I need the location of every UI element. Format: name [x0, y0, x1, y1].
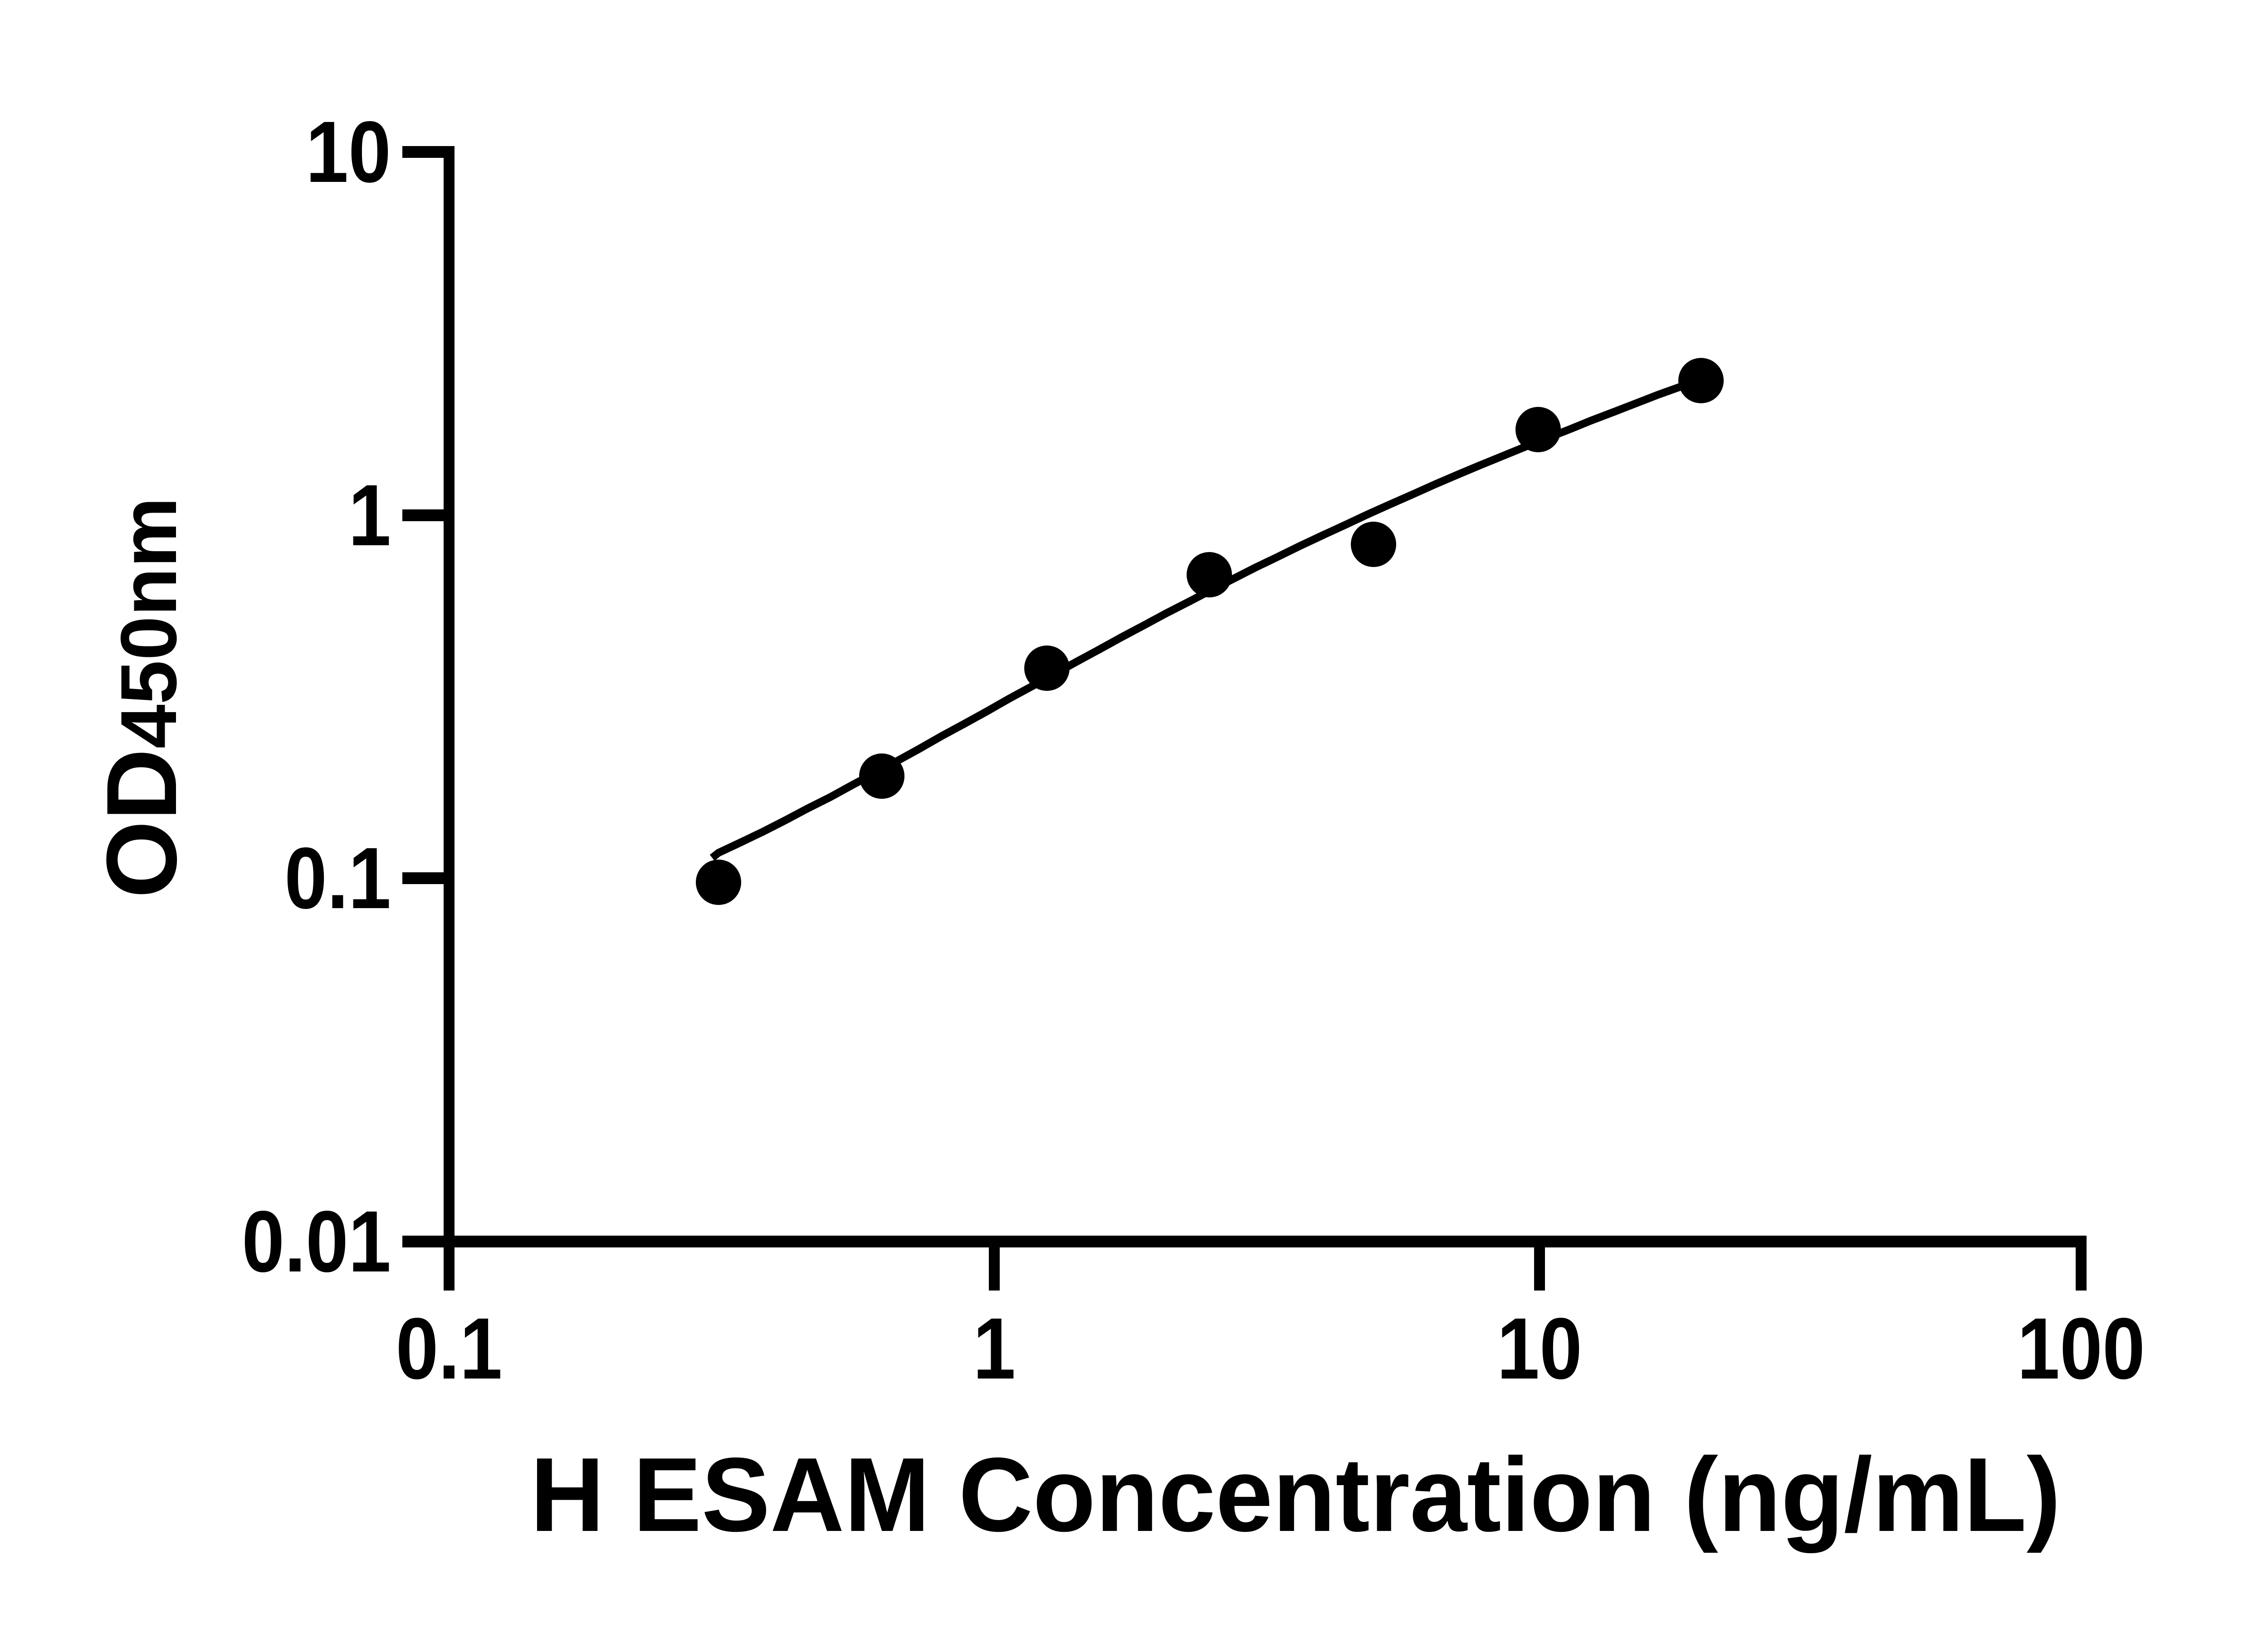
svg-text:0.1: 0.1: [396, 1300, 503, 1397]
svg-text:H ESAM Concentration (ng/mL): H ESAM Concentration (ng/mL): [530, 1436, 2061, 1554]
svg-text:1: 1: [348, 467, 391, 564]
svg-text:100: 100: [2017, 1300, 2145, 1397]
svg-text:OD450nm: OD450nm: [86, 497, 197, 898]
svg-text:1: 1: [973, 1300, 1016, 1397]
svg-text:10: 10: [1497, 1300, 1582, 1397]
svg-text:0.01: 0.01: [242, 1193, 391, 1290]
svg-text:0.1: 0.1: [284, 830, 391, 927]
svg-text:10: 10: [306, 103, 391, 200]
